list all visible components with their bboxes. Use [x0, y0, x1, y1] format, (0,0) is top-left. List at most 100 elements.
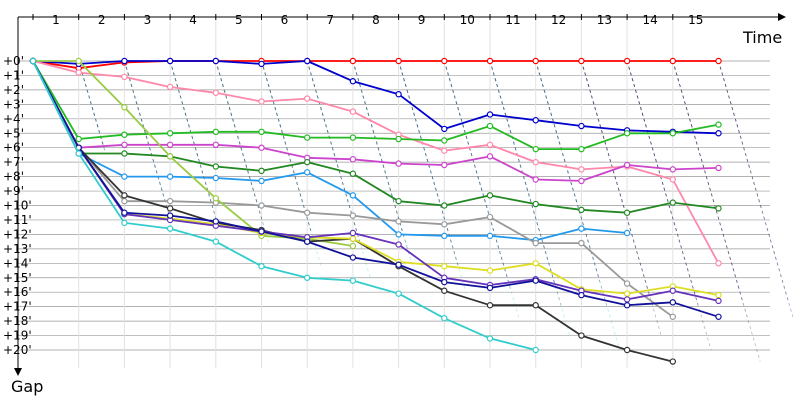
series-connector [169, 60, 195, 145]
series-connector [718, 60, 738, 125]
data-point [532, 158, 539, 166]
data-point [258, 167, 265, 175]
series-line [32, 60, 719, 318]
x-tick-label: 4 [189, 13, 197, 27]
data-point [441, 278, 448, 286]
data-point [486, 232, 494, 240]
series-connector [718, 60, 762, 209]
data-point [75, 69, 82, 76]
y-tick-label: +9' [3, 184, 24, 198]
data-point [578, 177, 585, 185]
y-tick-label: +6' [3, 141, 24, 155]
data-point [349, 254, 357, 261]
y-tick-label: +8' [3, 170, 24, 184]
data-point [578, 291, 585, 299]
series-connector [352, 60, 405, 239]
series-connector [443, 60, 496, 236]
x-axis-title: Time [742, 28, 782, 47]
data-point [258, 177, 265, 185]
y-tick-label: +14' [3, 256, 32, 270]
data-point [395, 241, 402, 248]
data-point [121, 73, 128, 81]
data-point [304, 158, 311, 166]
data-point [623, 209, 631, 216]
series-connector [306, 60, 340, 173]
x-tick-label: 14 [642, 13, 657, 27]
data-point [486, 192, 494, 199]
x-tick-label: 12 [551, 13, 566, 27]
series-connector [398, 60, 421, 135]
data-point [166, 130, 174, 137]
data-point [532, 239, 539, 247]
series-connector [535, 60, 566, 163]
series-connector [352, 60, 405, 239]
series-connector [352, 60, 382, 160]
data-point [121, 219, 128, 227]
series-connector [398, 60, 459, 265]
series-layer [29, 57, 794, 365]
series-connector [352, 60, 376, 138]
series-connector [718, 60, 787, 296]
series-connector [718, 60, 750, 169]
series-connector [352, 60, 387, 174]
data-point [486, 153, 494, 160]
data-point [395, 261, 402, 268]
series-connector [215, 60, 264, 223]
data-point [304, 238, 311, 245]
series-connector [626, 60, 696, 294]
data-point [578, 166, 585, 173]
series-connector [169, 60, 192, 134]
series-connector [398, 60, 446, 222]
series-connector [626, 60, 693, 284]
series-connector [626, 60, 699, 306]
data-point [258, 262, 265, 270]
series-connector [124, 60, 164, 196]
series-connector [581, 60, 649, 290]
data-point [715, 313, 722, 320]
x-axis-arrow-icon [778, 13, 786, 21]
series-connector [489, 60, 519, 157]
series-connector [215, 60, 263, 222]
data-point [166, 141, 174, 149]
data-point [304, 209, 311, 216]
data-point [715, 205, 722, 212]
data-point [304, 134, 311, 141]
data-point [715, 121, 722, 128]
data-point [623, 346, 631, 354]
series-line [32, 60, 719, 151]
series-line [32, 60, 536, 351]
data-point [121, 150, 128, 157]
series-connector [398, 60, 453, 245]
series-connector [306, 60, 319, 99]
data-point [166, 83, 174, 91]
series-connector [306, 60, 330, 138]
series-connector [718, 60, 794, 317]
series-connector [535, 60, 621, 351]
data-point [212, 174, 219, 182]
data-point [349, 57, 357, 65]
series-connector [443, 60, 520, 319]
data-point [715, 297, 722, 305]
series-connector [626, 60, 648, 131]
data-point [578, 57, 585, 65]
series-connector [169, 60, 179, 88]
series-connector [169, 60, 205, 177]
y-tick-label: +12' [3, 227, 32, 241]
data-point [349, 229, 357, 237]
data-point [623, 57, 631, 65]
data-point [669, 358, 677, 365]
y-axis-arrow-icon [14, 368, 22, 376]
series-connector [261, 60, 312, 231]
data-point [349, 242, 357, 250]
series-connector [169, 60, 214, 209]
data-point [486, 141, 494, 149]
series-connector [672, 60, 761, 362]
series-line [32, 60, 720, 264]
x-tick-label: 8 [372, 13, 380, 27]
y-tick-label: +2' [3, 83, 24, 97]
data-point [395, 160, 402, 167]
data-point [395, 197, 402, 205]
series-connector [443, 60, 468, 141]
data-point [669, 199, 677, 206]
